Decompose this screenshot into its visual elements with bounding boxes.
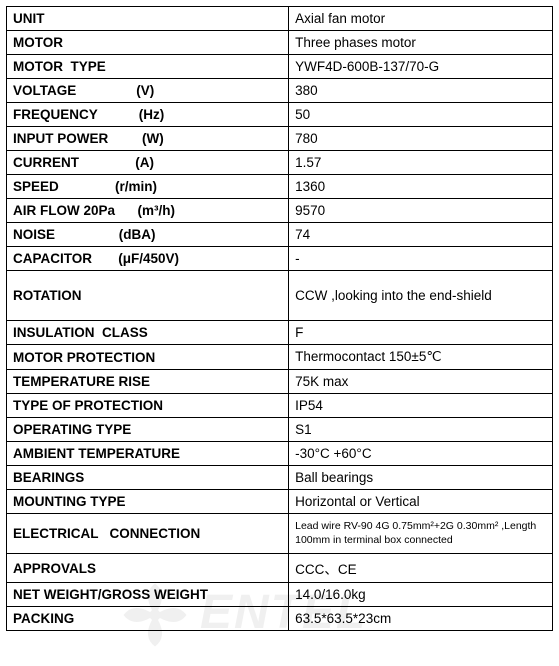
- spec-label: NET WEIGHT/GROSS WEIGHT: [7, 583, 289, 607]
- spec-value: 74: [289, 223, 553, 247]
- spec-value: S1: [289, 418, 553, 442]
- spec-label: PACKING: [7, 607, 289, 631]
- spec-value: 50: [289, 103, 553, 127]
- table-row: BEARINGSBall bearings: [7, 466, 553, 490]
- table-row: VOLTAGE (V)380: [7, 79, 553, 103]
- spec-label: VOLTAGE (V): [7, 79, 289, 103]
- spec-label: TYPE OF PROTECTION: [7, 394, 289, 418]
- spec-value: IP54: [289, 394, 553, 418]
- spec-value: 1360: [289, 175, 553, 199]
- spec-label: INSULATION CLASS: [7, 321, 289, 345]
- spec-label: AIR FLOW 20Pa (m³/h): [7, 199, 289, 223]
- table-row: TEMPERATURE RISE75K max: [7, 370, 553, 394]
- spec-label: CURRENT (A): [7, 151, 289, 175]
- spec-label: NOISE (dBA): [7, 223, 289, 247]
- spec-value: 63.5*63.5*23cm: [289, 607, 553, 631]
- spec-value: Three phases motor: [289, 31, 553, 55]
- spec-label: ROTATION: [7, 271, 289, 321]
- table-row: ROTATIONCCW ,looking into the end-shield: [7, 271, 553, 321]
- table-row: AMBIENT TEMPERATURE-30°C +60°C: [7, 442, 553, 466]
- spec-value: 380: [289, 79, 553, 103]
- spec-label: TEMPERATURE RISE: [7, 370, 289, 394]
- spec-label: APPROVALS: [7, 554, 289, 583]
- spec-label: AMBIENT TEMPERATURE: [7, 442, 289, 466]
- spec-label: MOTOR PROTECTION: [7, 345, 289, 370]
- spec-label: OPERATING TYPE: [7, 418, 289, 442]
- table-row: AIR FLOW 20Pa (m³/h)9570: [7, 199, 553, 223]
- spec-value: 780: [289, 127, 553, 151]
- spec-value: CCW ,looking into the end-shield: [289, 271, 553, 321]
- spec-table: UNITAxial fan motorMOTORThree phases mot…: [6, 6, 553, 631]
- spec-table-body: UNITAxial fan motorMOTORThree phases mot…: [7, 7, 553, 631]
- spec-value: 75K max: [289, 370, 553, 394]
- spec-value: -: [289, 247, 553, 271]
- spec-value: Lead wire RV-90 4G 0.75mm²+2G 0.30mm² ,L…: [289, 514, 553, 554]
- spec-label: SPEED (r/min): [7, 175, 289, 199]
- spec-label: MOUNTING TYPE: [7, 490, 289, 514]
- table-row: MOUNTING TYPEHorizontal or Vertical: [7, 490, 553, 514]
- spec-value: Horizontal or Vertical: [289, 490, 553, 514]
- table-row: NET WEIGHT/GROSS WEIGHT14.0/16.0kg: [7, 583, 553, 607]
- spec-value: 14.0/16.0kg: [289, 583, 553, 607]
- spec-label: MOTOR TYPE: [7, 55, 289, 79]
- table-row: MOTOR PROTECTIONThermocontact 150±5℃: [7, 345, 553, 370]
- table-row: OPERATING TYPES1: [7, 418, 553, 442]
- table-row: FREQUENCY (Hz)50: [7, 103, 553, 127]
- spec-value: 9570: [289, 199, 553, 223]
- table-row: INSULATION CLASSF: [7, 321, 553, 345]
- table-row: INPUT POWER (W)780: [7, 127, 553, 151]
- table-row: CURRENT (A)1.57: [7, 151, 553, 175]
- spec-label: FREQUENCY (Hz): [7, 103, 289, 127]
- spec-label: CAPACITOR (μF/450V): [7, 247, 289, 271]
- table-row: APPROVALSCCC、CE: [7, 554, 553, 583]
- table-row: MOTORThree phases motor: [7, 31, 553, 55]
- spec-value: F: [289, 321, 553, 345]
- table-row: TYPE OF PROTECTIONIP54: [7, 394, 553, 418]
- spec-value: Ball bearings: [289, 466, 553, 490]
- table-row: UNITAxial fan motor: [7, 7, 553, 31]
- table-row: ELECTRICAL CONNECTIONLead wire RV-90 4G …: [7, 514, 553, 554]
- table-row: NOISE (dBA)74: [7, 223, 553, 247]
- table-row: SPEED (r/min)1360: [7, 175, 553, 199]
- table-row: MOTOR TYPEYWF4D-600B-137/70-G: [7, 55, 553, 79]
- table-row: CAPACITOR (μF/450V)-: [7, 247, 553, 271]
- spec-label: MOTOR: [7, 31, 289, 55]
- spec-label: UNIT: [7, 7, 289, 31]
- spec-value: Thermocontact 150±5℃: [289, 345, 553, 370]
- spec-value: Axial fan motor: [289, 7, 553, 31]
- spec-label: ELECTRICAL CONNECTION: [7, 514, 289, 554]
- spec-value: YWF4D-600B-137/70-G: [289, 55, 553, 79]
- spec-value: -30°C +60°C: [289, 442, 553, 466]
- table-row: PACKING63.5*63.5*23cm: [7, 607, 553, 631]
- spec-label: BEARINGS: [7, 466, 289, 490]
- spec-label: INPUT POWER (W): [7, 127, 289, 151]
- spec-value: CCC、CE: [289, 554, 553, 583]
- spec-value: 1.57: [289, 151, 553, 175]
